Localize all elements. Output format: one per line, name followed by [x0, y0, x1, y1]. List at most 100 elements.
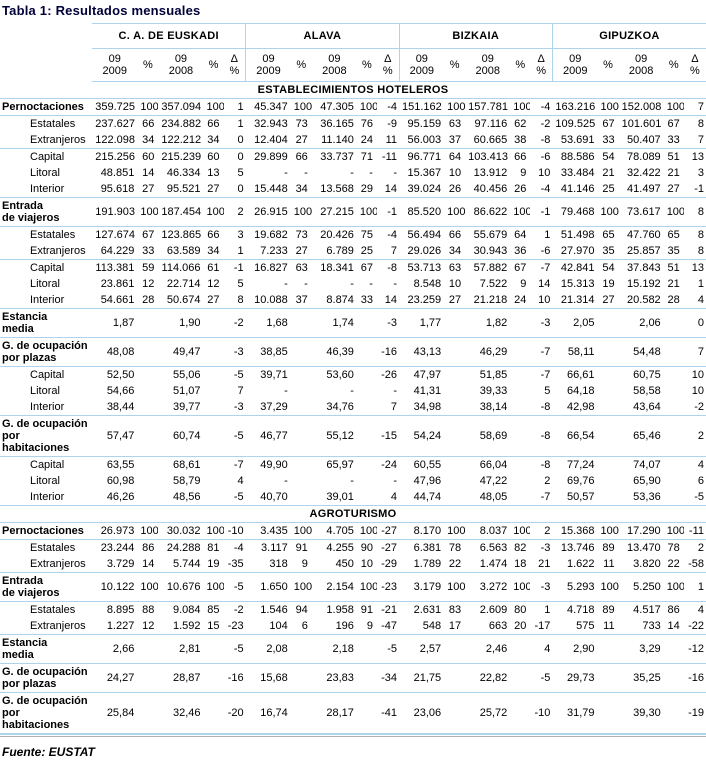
cell: 7.522	[479, 278, 508, 290]
cell	[137, 489, 159, 506]
cell: -1	[530, 197, 553, 227]
cell: 85	[207, 604, 220, 616]
section-band-row: AGROTURISMO	[0, 505, 706, 523]
cell: 44,74	[399, 489, 445, 506]
cell: 11	[597, 556, 619, 573]
cell: -5	[376, 634, 400, 664]
cell: 65,46	[618, 415, 664, 457]
cell: 12.404	[245, 132, 291, 149]
cell: 1	[223, 98, 246, 116]
table-row: Extranjeros 122.098 34 122.212 34 0 12.404 27 11…	[0, 132, 706, 149]
column-header: Δ %	[530, 48, 553, 82]
cell: 100	[137, 197, 159, 227]
cell: 2,05	[552, 308, 598, 338]
cell: 7	[376, 399, 400, 416]
cell: 20.426	[320, 229, 354, 241]
cell: 3.179	[399, 572, 445, 602]
cell: 30.032	[158, 522, 204, 540]
cell: 38,44	[92, 399, 138, 416]
cell: -5	[233, 369, 244, 381]
cell: 3.820	[618, 556, 664, 573]
cell: -	[284, 167, 288, 179]
cell: 23.259	[399, 292, 445, 309]
row-label: Interior	[0, 181, 93, 198]
cell	[357, 473, 377, 489]
column-header: %	[663, 48, 684, 82]
cell: 1,82	[465, 308, 511, 338]
cell: 2,57	[399, 634, 445, 664]
cell: 100	[290, 572, 312, 602]
region-header: BIZKAIA	[398, 23, 553, 49]
cell	[356, 337, 377, 367]
cell: 38,85	[245, 337, 291, 367]
cell	[357, 383, 377, 399]
cell: 8	[697, 118, 704, 130]
cell: 163.216	[552, 98, 598, 116]
cell: 54	[602, 151, 615, 163]
cell: 100	[137, 98, 159, 116]
cell: 100	[137, 522, 159, 540]
cell: 57.882	[473, 262, 508, 274]
cell: 39,33	[479, 385, 508, 397]
cell: 2	[683, 415, 706, 457]
cell: 10.676	[158, 572, 204, 602]
cell: -	[393, 475, 398, 487]
cell: 30.943	[465, 243, 511, 260]
cell	[444, 308, 466, 338]
cell: -3	[530, 308, 553, 338]
cell	[203, 308, 224, 338]
cell: 4	[683, 292, 706, 309]
cell	[291, 457, 312, 474]
cell	[290, 308, 312, 338]
cell: 27	[444, 292, 466, 309]
row-label: Capital	[30, 262, 65, 274]
cell: -8	[387, 262, 398, 274]
table-row: Interior 95.618 27 95.521 27 0 15.448 34 13.568 2…	[0, 181, 706, 198]
cell: 14	[663, 618, 684, 635]
table-row: Interior 54.661 28 50.674 27 8 10.088 37 8.874 33…	[0, 292, 706, 309]
cell: 37	[290, 292, 312, 309]
cell: 63	[448, 118, 462, 130]
cell: 27	[663, 181, 684, 198]
cell: 43,13	[399, 337, 445, 367]
cell: 32.943	[254, 118, 288, 130]
cell: 548	[399, 618, 445, 635]
cell: 191.903	[92, 197, 138, 227]
cell: 100	[444, 522, 466, 540]
cell: -7	[233, 459, 244, 471]
cell: 10	[448, 167, 462, 179]
cell	[291, 367, 312, 384]
cell	[356, 399, 377, 416]
cell: -19	[683, 692, 706, 735]
cell: 86	[142, 542, 155, 554]
column-header: 09 2009	[245, 48, 291, 82]
cell: -	[369, 278, 373, 290]
cell: 36	[510, 243, 531, 260]
cell: 31,79	[552, 692, 598, 735]
region-header: GIPUZKOA	[551, 23, 706, 49]
cell	[664, 383, 684, 399]
cell: 85.520	[399, 197, 445, 227]
cell: 39,77	[158, 399, 204, 416]
table-row: Estancia media 2,66 2,81 -5 2,08 2,18 -5 2,57 2,…	[0, 634, 706, 664]
cell: 78	[448, 542, 462, 554]
cell: 86.622	[465, 197, 511, 227]
cell: 66	[207, 229, 220, 241]
cell: 29,73	[552, 663, 598, 693]
cell: 1,87	[92, 308, 138, 338]
cell: 215.256	[95, 151, 135, 163]
cell: 66	[142, 118, 155, 130]
cell: 26.915	[245, 197, 291, 227]
cell: -	[304, 278, 308, 290]
cell: 100	[203, 522, 224, 540]
cell: 1.474	[465, 556, 511, 573]
table-row: Interior 38,44 39,77 -3 37,29 34,76 7 34,98 38,1…	[0, 399, 706, 416]
cell: 47,22	[479, 475, 508, 487]
cell: 71	[360, 151, 373, 163]
cell: 6.381	[413, 542, 442, 554]
cell	[137, 367, 158, 384]
cell: 1.789	[399, 556, 445, 573]
table-row: Capital 63,55 68,61 -7 49,90 65,97 -24 60,55 66,…	[0, 457, 706, 474]
cell	[510, 457, 530, 474]
cell	[444, 692, 466, 735]
